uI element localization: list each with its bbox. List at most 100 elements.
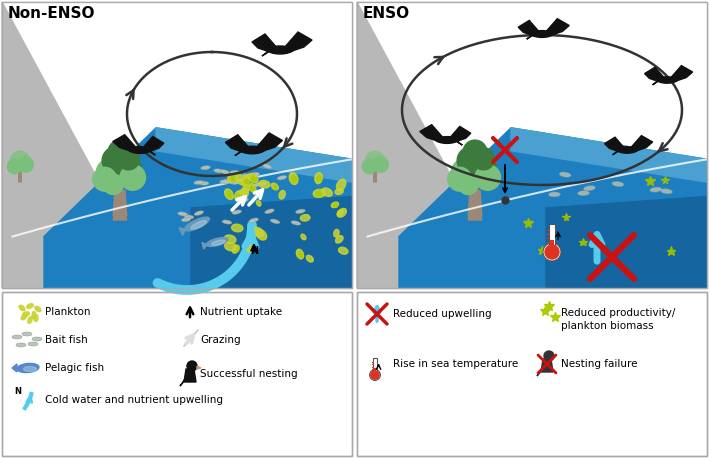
Ellipse shape <box>256 201 261 206</box>
Ellipse shape <box>322 188 332 196</box>
Ellipse shape <box>247 174 258 183</box>
Ellipse shape <box>239 198 248 203</box>
Polygon shape <box>113 190 127 216</box>
Polygon shape <box>197 366 201 369</box>
Ellipse shape <box>657 77 677 83</box>
Ellipse shape <box>27 304 33 308</box>
Polygon shape <box>545 19 569 35</box>
Polygon shape <box>256 133 283 151</box>
Circle shape <box>93 167 116 191</box>
Polygon shape <box>537 367 543 376</box>
Polygon shape <box>475 195 480 220</box>
Ellipse shape <box>249 218 258 223</box>
Circle shape <box>463 140 487 164</box>
Polygon shape <box>235 147 243 156</box>
Ellipse shape <box>222 220 232 224</box>
Polygon shape <box>115 195 120 220</box>
Polygon shape <box>179 228 185 235</box>
Bar <box>2 2 352 288</box>
Circle shape <box>120 165 146 190</box>
Circle shape <box>448 167 471 191</box>
Polygon shape <box>468 190 482 216</box>
Text: N: N <box>250 246 258 256</box>
Ellipse shape <box>313 189 325 197</box>
Ellipse shape <box>23 312 29 316</box>
Polygon shape <box>518 21 540 36</box>
Polygon shape <box>613 147 619 155</box>
Circle shape <box>117 148 140 170</box>
Ellipse shape <box>548 192 560 197</box>
Circle shape <box>545 245 559 259</box>
Polygon shape <box>119 195 121 220</box>
Text: Grazing: Grazing <box>200 335 241 345</box>
Ellipse shape <box>28 342 38 346</box>
Ellipse shape <box>256 182 266 185</box>
Bar <box>357 2 707 288</box>
Bar <box>373 368 376 375</box>
Ellipse shape <box>232 245 239 253</box>
Polygon shape <box>2 2 107 288</box>
Ellipse shape <box>291 221 301 225</box>
Ellipse shape <box>306 255 313 262</box>
Ellipse shape <box>185 217 209 231</box>
Polygon shape <box>191 196 352 288</box>
Ellipse shape <box>21 314 27 320</box>
Bar <box>2 2 352 288</box>
Ellipse shape <box>334 229 339 237</box>
Polygon shape <box>630 136 652 151</box>
Ellipse shape <box>337 208 346 217</box>
Ellipse shape <box>220 169 230 174</box>
Text: Rise in sea temperature: Rise in sea temperature <box>393 359 518 369</box>
Ellipse shape <box>332 202 339 207</box>
Ellipse shape <box>245 243 253 252</box>
Ellipse shape <box>194 211 204 216</box>
Ellipse shape <box>181 218 191 222</box>
Ellipse shape <box>277 175 287 180</box>
Circle shape <box>108 140 132 164</box>
Polygon shape <box>511 128 707 182</box>
Ellipse shape <box>253 227 263 237</box>
Ellipse shape <box>130 147 151 153</box>
Circle shape <box>128 145 135 152</box>
Ellipse shape <box>250 173 260 178</box>
Ellipse shape <box>271 183 278 190</box>
Ellipse shape <box>224 242 236 251</box>
Circle shape <box>462 152 496 186</box>
Polygon shape <box>357 2 462 288</box>
Ellipse shape <box>337 210 343 216</box>
Ellipse shape <box>241 188 248 198</box>
Ellipse shape <box>241 146 263 154</box>
Circle shape <box>103 174 124 195</box>
Ellipse shape <box>249 184 256 192</box>
Bar <box>2 2 352 288</box>
Polygon shape <box>142 136 164 152</box>
Ellipse shape <box>236 174 248 185</box>
Ellipse shape <box>241 178 248 184</box>
Ellipse shape <box>220 180 230 184</box>
Polygon shape <box>476 195 482 220</box>
Polygon shape <box>470 195 475 220</box>
Ellipse shape <box>279 191 285 199</box>
Ellipse shape <box>224 235 236 243</box>
Polygon shape <box>184 369 196 382</box>
Ellipse shape <box>19 305 25 311</box>
Text: Pelagic fish: Pelagic fish <box>45 363 104 373</box>
Ellipse shape <box>206 238 228 246</box>
Polygon shape <box>541 359 553 372</box>
Bar <box>357 2 707 288</box>
Polygon shape <box>202 242 207 249</box>
Circle shape <box>457 147 484 174</box>
Ellipse shape <box>35 306 41 311</box>
Ellipse shape <box>232 210 241 214</box>
Text: Successful nesting: Successful nesting <box>200 369 297 379</box>
Ellipse shape <box>191 221 207 229</box>
Ellipse shape <box>23 366 36 371</box>
Ellipse shape <box>265 209 274 214</box>
Bar <box>357 292 707 456</box>
Ellipse shape <box>28 316 32 323</box>
Ellipse shape <box>214 169 224 173</box>
Ellipse shape <box>194 180 204 185</box>
Ellipse shape <box>339 247 348 254</box>
Ellipse shape <box>224 179 234 184</box>
Ellipse shape <box>32 337 42 341</box>
